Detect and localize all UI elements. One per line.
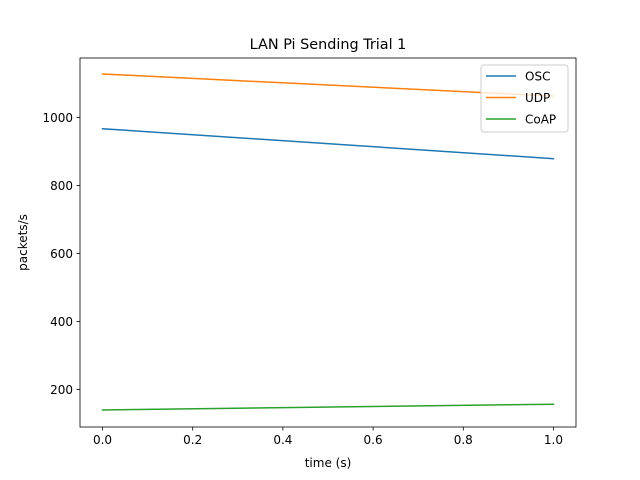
series-line-udp (101, 73, 555, 97)
series-line-osc (101, 127, 555, 160)
legend: OSC UDP CoAP (480, 64, 569, 133)
x-tick-label: 0.4 (273, 433, 292, 447)
y-axis-label: packets/s (16, 214, 30, 271)
y-tick-label: 400 (50, 315, 73, 329)
x-tick-label: 1.0 (544, 433, 563, 447)
legend-label-coap: CoAP (525, 113, 556, 127)
plot-lines (101, 73, 555, 411)
x-tick-label: 0.6 (364, 433, 383, 447)
x-tick-label: 0.2 (183, 433, 202, 447)
legend-label-osc: OSC (525, 70, 550, 84)
y-tick-label: 1000 (42, 111, 73, 125)
chart-title: LAN Pi Sending Trial 1 (250, 37, 407, 53)
x-tick-label: 0.0 (93, 433, 112, 447)
series-line-coap (101, 403, 555, 411)
y-tick-label: 600 (50, 247, 73, 261)
y-tick-label: 200 (50, 383, 73, 397)
y-axis-ticks: 200 400 600 800 1000 (42, 111, 80, 397)
x-tick-label: 0.8 (454, 433, 473, 447)
x-axis-ticks: 0.0 0.2 0.4 0.6 0.8 1.0 (93, 427, 563, 447)
legend-box (480, 64, 569, 133)
plot-frame (79, 57, 577, 428)
x-axis-label: time (s) (305, 456, 352, 470)
legend-label-udp: UDP (525, 91, 550, 105)
y-tick-label: 800 (50, 179, 73, 193)
